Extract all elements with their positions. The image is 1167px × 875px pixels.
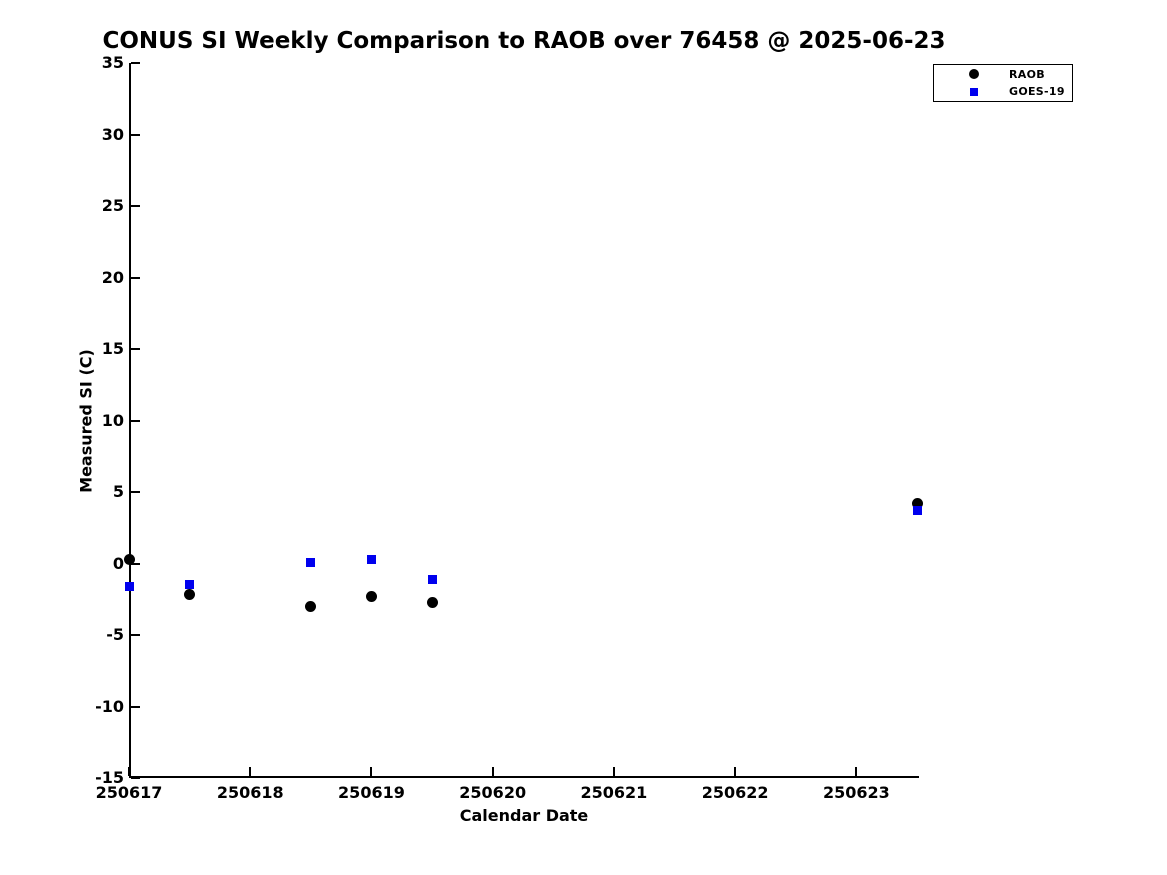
y-tick-label: -10 <box>95 696 124 716</box>
y-tick-mark <box>131 705 140 708</box>
x-tick-mark <box>734 767 737 776</box>
legend: RAOB GOES-19 <box>933 64 1073 102</box>
x-tick-mark <box>128 767 130 776</box>
x-tick-label: 250618 <box>216 783 284 802</box>
x-tick-label: 250620 <box>459 783 527 802</box>
goes-19-square-marker-icon <box>970 87 978 96</box>
data-point-raob <box>365 590 377 602</box>
data-point-goes-19 <box>427 574 437 584</box>
y-tick-mark <box>131 491 140 493</box>
x-tick-mark <box>249 767 252 776</box>
x-tick-label: 250617 <box>95 783 163 802</box>
y-tick-mark <box>131 562 140 565</box>
legend-row-raob: RAOB <box>934 66 1072 82</box>
data-point-raob <box>426 596 438 608</box>
y-tick-mark <box>131 634 140 636</box>
data-point-raob <box>184 589 196 601</box>
data-point-raob <box>305 600 317 612</box>
legend-row-goes-19: GOES-19 <box>934 84 1072 100</box>
x-tick-mark <box>491 767 494 776</box>
y-tick-label: 5 <box>112 482 124 501</box>
x-tick-label: 250623 <box>822 783 890 802</box>
y-tick-label: 35 <box>101 53 124 72</box>
y-tick-label: 25 <box>101 196 124 215</box>
data-point-goes-19 <box>185 580 195 590</box>
legend-marker-cell <box>967 69 981 80</box>
data-point-goes-19 <box>306 557 316 567</box>
x-tick-mark <box>855 767 858 776</box>
x-axis-spine <box>129 776 919 778</box>
raob-circle-marker-icon <box>969 69 979 80</box>
y-tick-mark <box>131 276 140 279</box>
y-tick-label: -15 <box>95 768 124 787</box>
y-tick-label: 15 <box>101 339 124 358</box>
legend-marker-cell <box>967 87 981 96</box>
y-tick-label: 30 <box>101 124 124 144</box>
x-tick-label: 250619 <box>338 783 405 802</box>
legend-label-goes-19: GOES-19 <box>1009 85 1065 99</box>
legend-label-raob: RAOB <box>1009 67 1045 81</box>
y-tick-label: 0 <box>112 553 124 573</box>
data-point-goes-19 <box>124 581 134 591</box>
x-tick-label: 250622 <box>701 783 769 802</box>
y-axis-spine <box>129 63 131 778</box>
y-tick-label: 10 <box>101 410 124 430</box>
y-tick-mark <box>131 777 140 779</box>
y-tick-label: 20 <box>101 267 124 287</box>
y-tick-mark <box>131 419 140 422</box>
data-point-goes-19 <box>912 506 922 516</box>
x-tick-mark <box>612 767 615 776</box>
x-tick-mark <box>370 767 373 776</box>
y-tick-mark <box>131 348 140 350</box>
chart-title: CONUS SI Weekly Comparison to RAOB over … <box>102 28 946 54</box>
data-point-goes-19 <box>366 554 376 564</box>
y-axis-label: Measured SI (C) <box>76 349 96 493</box>
y-tick-label: -5 <box>106 625 124 644</box>
data-point-raob <box>123 553 135 565</box>
data-point-raob <box>911 497 923 509</box>
x-tick-label: 250621 <box>580 783 648 802</box>
y-tick-mark <box>131 205 140 207</box>
x-axis-label: Calendar Date <box>459 806 589 825</box>
y-tick-mark <box>131 62 140 64</box>
y-tick-mark <box>131 133 140 136</box>
